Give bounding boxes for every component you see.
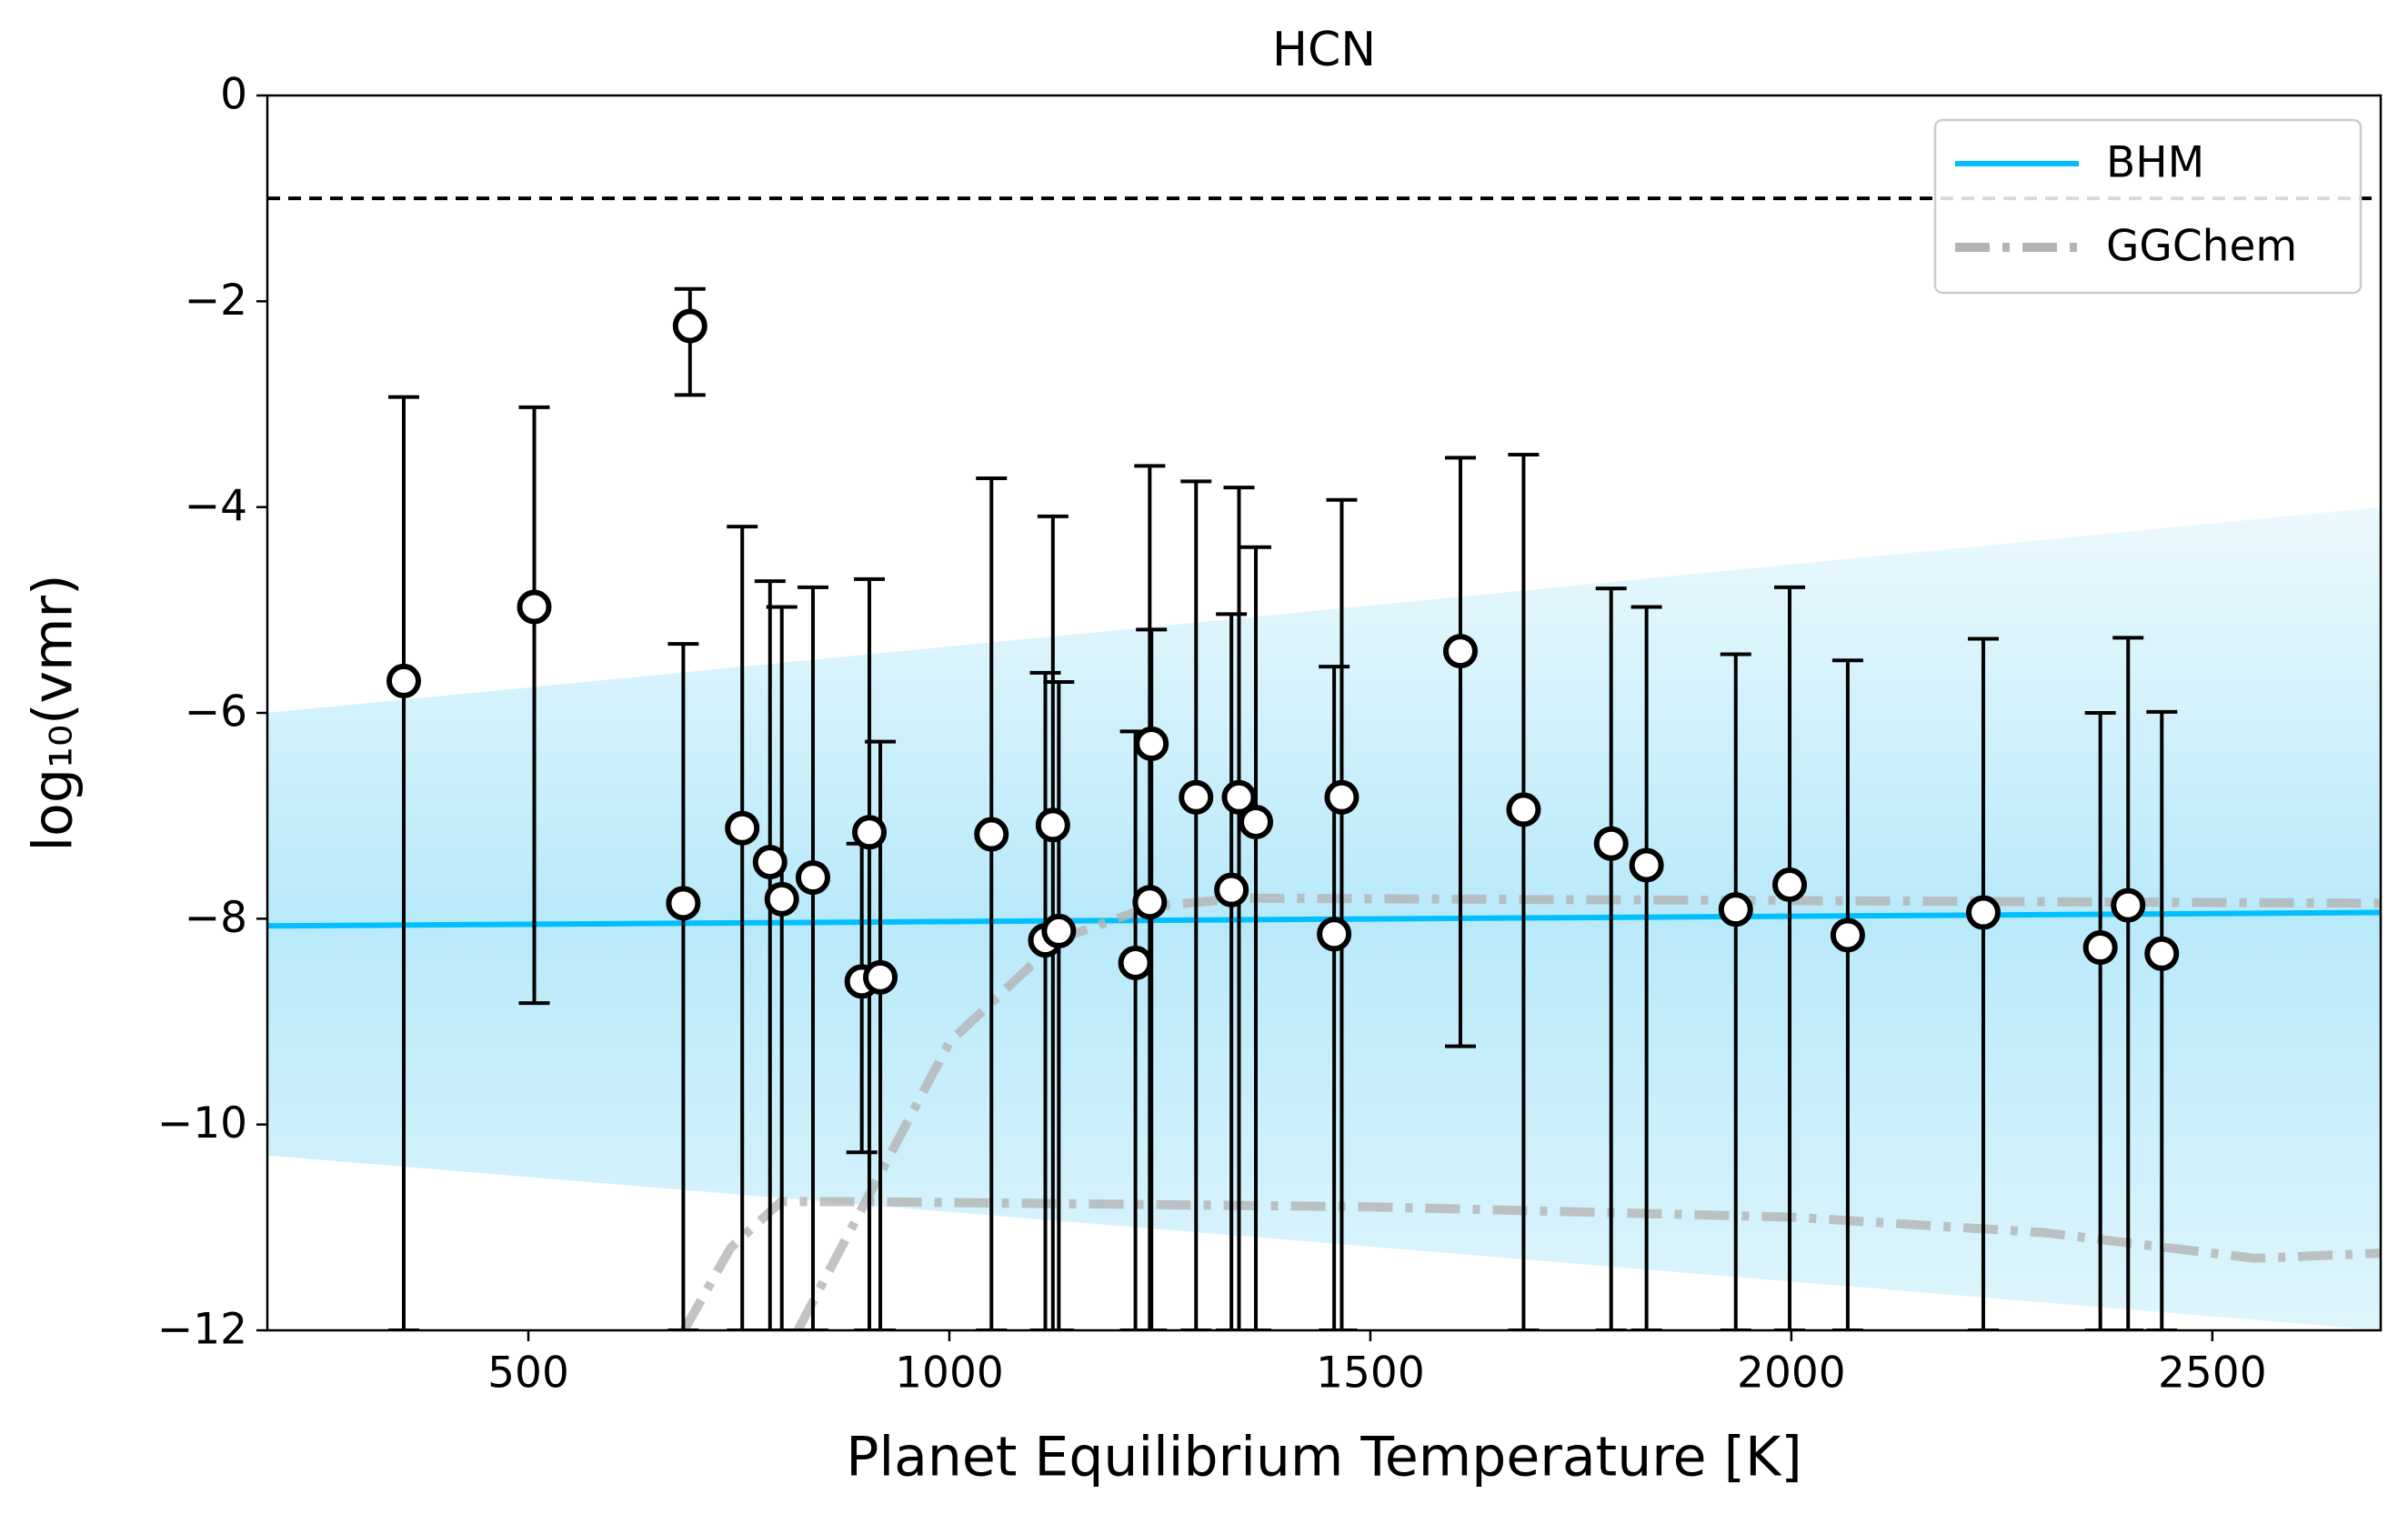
- ggchem-curve: [679, 1197, 2381, 1330]
- data-point: [764, 881, 799, 917]
- y-tick-label: −6: [185, 687, 247, 737]
- data-point: [1593, 826, 1629, 861]
- legend: BHM GGChem: [1933, 118, 2363, 295]
- x-tick-label: 2500: [2158, 1349, 2267, 1399]
- data-point: [1442, 634, 1478, 669]
- data-point: [1134, 726, 1169, 761]
- data-point: [1221, 779, 1257, 815]
- y-tick-label: −8: [185, 893, 247, 943]
- data-point: [672, 308, 707, 344]
- data-point: [852, 815, 888, 850]
- data-point: [725, 810, 760, 846]
- data-point: [1041, 913, 1077, 948]
- x-tick-label: 1000: [895, 1349, 1004, 1399]
- y-tick-label: −4: [185, 481, 247, 531]
- y-tick-label: −2: [185, 276, 247, 326]
- chart-title: HCN: [1272, 23, 1376, 77]
- data-point: [1317, 917, 1352, 952]
- data-point: [1118, 945, 1153, 980]
- data-point: [1772, 867, 1808, 902]
- y-tick-label: 0: [220, 70, 247, 120]
- data-point: [974, 817, 1009, 852]
- data-point: [1830, 917, 1865, 953]
- data-point: [517, 589, 552, 625]
- y-axis-label: log₁₀(vmr): [22, 574, 85, 851]
- y-tick-label: −12: [157, 1305, 247, 1355]
- legend-label: GGChem: [2106, 222, 2297, 272]
- data-point: [1506, 792, 1541, 827]
- data-point: [666, 886, 701, 921]
- x-tick-label: 500: [487, 1349, 569, 1399]
- x-tick-label: 1500: [1316, 1349, 1425, 1399]
- data-point: [752, 845, 788, 880]
- data-point: [2082, 930, 2118, 966]
- data-point: [1965, 895, 2001, 930]
- y-tick-label: −10: [157, 1098, 247, 1148]
- bhm-line: [267, 909, 2381, 929]
- data-point: [863, 959, 898, 995]
- data-point: [386, 663, 421, 698]
- data-point: [1239, 804, 1274, 839]
- data-point: [1214, 872, 1249, 907]
- legend-label: BHM: [2106, 138, 2204, 188]
- plot-area: [267, 196, 2381, 1330]
- data-point: [1132, 885, 1168, 920]
- data-point: [1718, 892, 1753, 927]
- data-point: [1035, 807, 1070, 843]
- data-point: [1179, 779, 1214, 815]
- data-point: [795, 860, 830, 896]
- x-axis-label: Planet Equilibrium Temperature [K]: [846, 1426, 1801, 1489]
- data-point: [2144, 936, 2180, 971]
- data-point: [2111, 887, 2146, 923]
- x-tick-label: 2000: [1737, 1349, 1846, 1399]
- data-point: [1324, 779, 1360, 815]
- data-point: [1629, 847, 1664, 883]
